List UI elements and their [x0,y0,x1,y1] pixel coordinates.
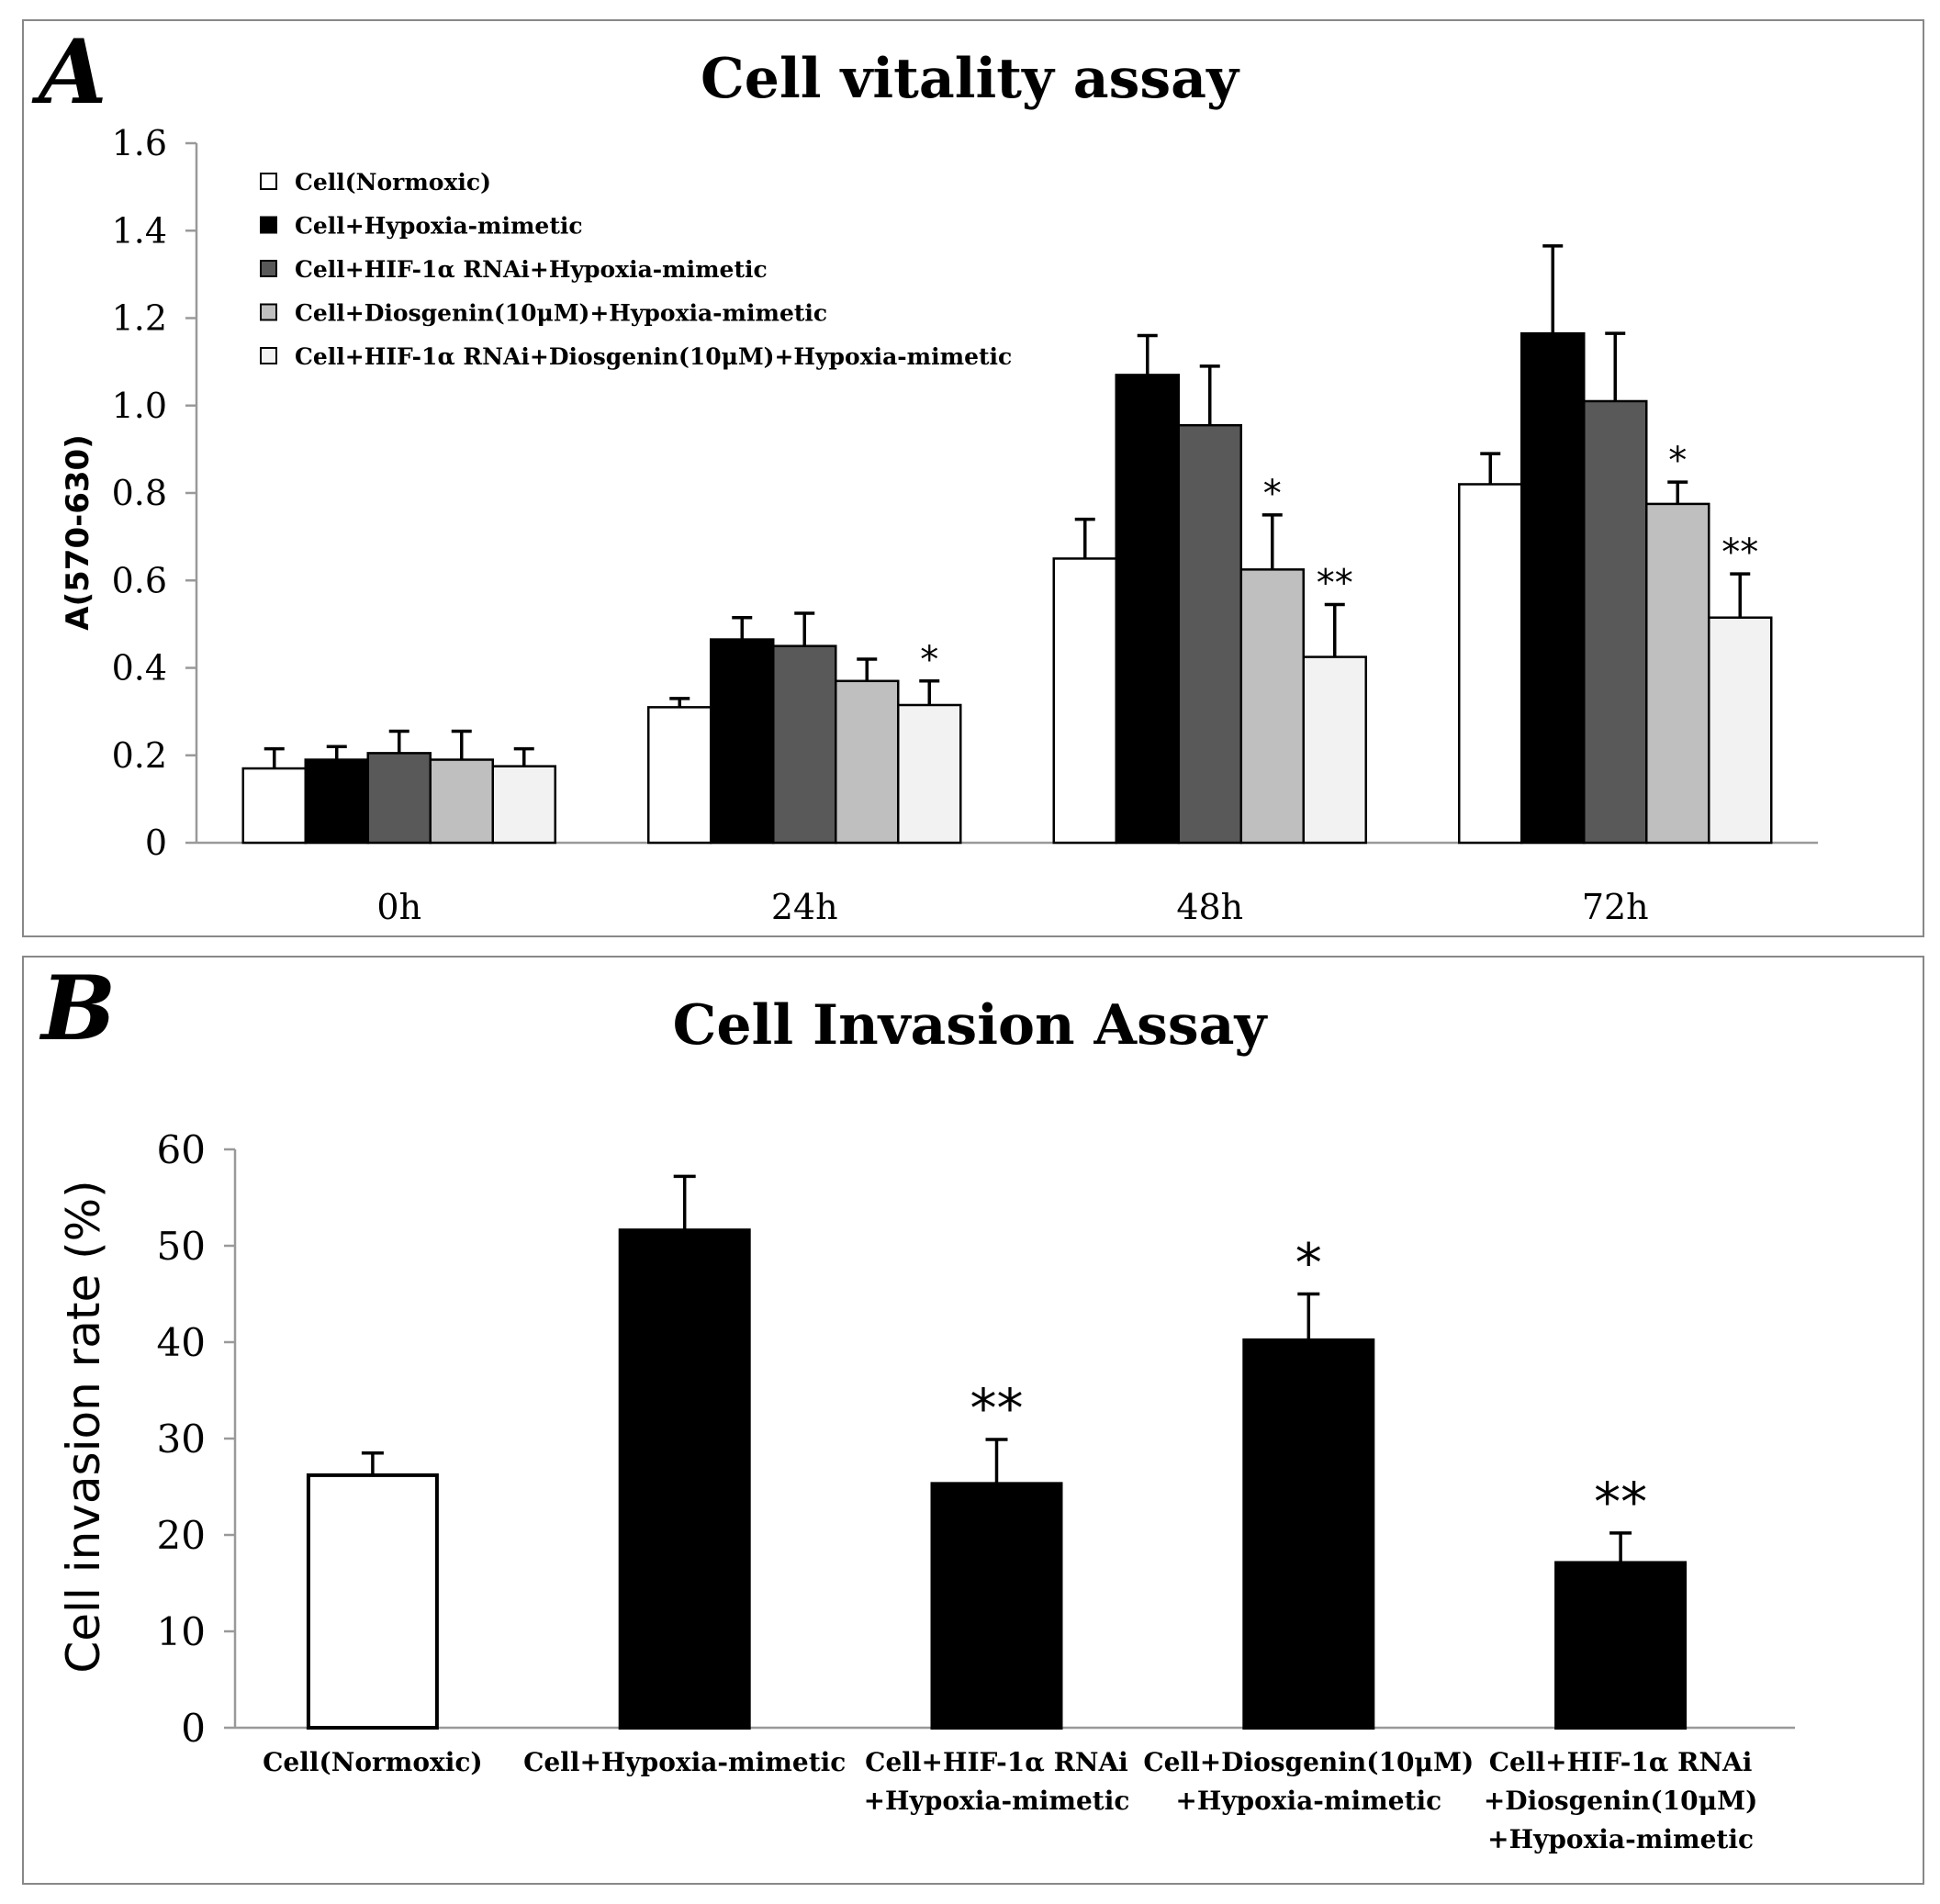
panel-b-ylabel: Cell invasion rate (%) [57,1180,110,1673]
legend-swatch [260,303,277,321]
bar [1239,568,1305,845]
legend-label: Cell+HIF-1α RNAi+Hypoxia-mimetic [295,256,768,283]
y-tick-label: 50 [157,1224,206,1269]
significance-mark: * [1668,440,1687,482]
y-tick-label: 1.0 [112,386,167,426]
x-tick-label: +Hypoxia-mimetic [1487,1824,1754,1854]
y-tick-label: 10 [157,1609,206,1654]
bar [306,1473,439,1730]
bar [618,1228,751,1730]
bar [241,767,307,845]
bar [429,758,494,845]
y-tick-label: 30 [157,1417,206,1462]
significance-mark: * [920,639,938,681]
significance-mark: * [1295,1232,1322,1294]
x-tick-label: 0h [376,887,421,927]
bar [1554,1561,1688,1730]
significance-mark: ** [970,1377,1024,1439]
x-tick-label: Cell+Diosgenin(10μM) [1143,1747,1474,1777]
x-tick-label: Cell+HIF-1α RNAi [865,1747,1128,1777]
bar [930,1482,1063,1730]
panel-a-ylabel: A(570-630) [60,434,96,630]
bar [897,703,962,845]
x-tick-label: Cell+HIF-1α RNAi [1489,1747,1753,1777]
bar [304,758,369,845]
panel-b-axes: 0 10 20 30 40 50 60 Cell(Normoxic) Cell+Hypoxia-… [157,1127,1795,1854]
y-tick-label: 0.2 [112,735,167,776]
y-tick-label: 0 [145,823,167,863]
bar [1708,616,1773,845]
panel-a-letter: A [31,20,107,124]
legend-swatch [260,173,277,190]
x-tick-label: +Diosgenin(10μM) [1484,1786,1758,1816]
bar [772,644,837,845]
legend-label: Cell+Hypoxia-mimetic [295,213,583,240]
y-tick-label: 0.4 [112,648,167,689]
y-tick-label: 1.6 [112,123,167,163]
bar [1645,502,1710,845]
bar [366,752,432,845]
y-tick-label: 20 [157,1513,206,1558]
legend-swatch [260,260,277,277]
x-tick-label: 48h [1176,887,1243,927]
x-tick-label: +Hypoxia-mimetic [864,1786,1130,1816]
y-tick-label: 1.4 [112,210,167,251]
panel-a-legend: Cell(Normoxic) Cell+Hypoxia-mimetic Cell+H… [260,169,1012,370]
panel-a-title: Cell vitality assay [701,47,1240,111]
y-tick-label: 1.2 [112,298,167,339]
bar [491,765,556,845]
panel-b-bars: ***** [306,1174,1688,1730]
panel-b-title: Cell Invasion Assay [673,993,1269,1058]
y-tick-label: 60 [157,1127,206,1172]
bar [1583,399,1648,845]
bar [1242,1338,1375,1730]
x-tick-label: Cell+Hypoxia-mimetic [523,1747,846,1777]
bar [647,706,712,845]
significance-mark: ** [1594,1471,1647,1533]
legend-label: Cell+HIF-1α RNAi+Diosgenin(10μM)+Hypoxia… [295,343,1012,370]
legend-swatch [260,347,277,364]
significance-mark: ** [1721,532,1758,574]
legend-swatch [260,216,277,234]
y-tick-label: 0.8 [112,473,167,513]
legend-label: Cell+Diosgenin(10μM)+Hypoxia-mimetic [295,300,827,327]
bar [1458,483,1523,845]
bar [1177,423,1242,845]
bar [710,638,775,845]
y-tick-label: 40 [157,1320,206,1365]
y-tick-label: 0.6 [112,560,167,600]
y-tick-label: 0 [181,1706,206,1751]
bar [1302,655,1367,845]
bar [1520,331,1586,845]
x-tick-label: 24h [771,887,838,927]
x-tick-label: 72h [1582,887,1649,927]
legend-label: Cell(Normoxic) [295,169,491,196]
panel-a-bars: ******* [241,244,1773,845]
panel-b-letter: B [39,957,116,1060]
bar [1115,374,1180,845]
bar [835,679,900,845]
x-tick-label: Cell(Normoxic) [263,1747,483,1777]
significance-mark: ** [1317,562,1353,604]
significance-mark: * [1263,473,1282,515]
bar [1052,557,1117,845]
x-tick-label: +Hypoxia-mimetic [1175,1786,1441,1816]
